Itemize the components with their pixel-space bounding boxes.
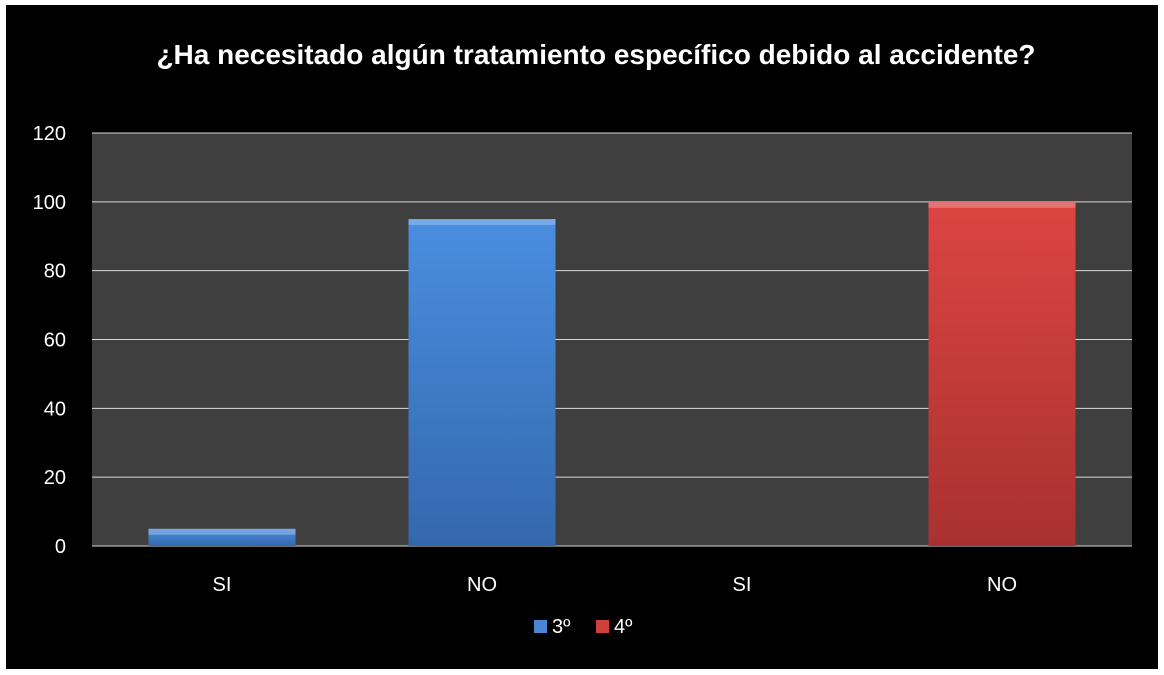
legend-item: 3º bbox=[534, 616, 571, 638]
legend-swatch bbox=[596, 620, 609, 633]
bar-chart: 0 20 40 60 80 100 120 SI NO SI NO 3º 4º bbox=[33, 123, 1132, 638]
y-tick-label: 40 bbox=[44, 398, 66, 420]
bars bbox=[148, 201, 1076, 547]
y-tick-label: 0 bbox=[55, 536, 66, 558]
y-axis-ticks: 0 20 40 60 80 100 120 bbox=[33, 123, 66, 558]
y-tick-label: 100 bbox=[33, 192, 66, 214]
bar-body bbox=[408, 219, 556, 546]
y-tick-label: 120 bbox=[33, 123, 66, 145]
x-tick-label: SI bbox=[213, 574, 232, 596]
chart-frame: ¿Ha necesitado algún tratamiento específ… bbox=[6, 5, 1158, 669]
bar-body bbox=[928, 201, 1076, 547]
bar-highlight bbox=[408, 219, 556, 226]
legend-label: 4º bbox=[614, 616, 633, 638]
bar-highlight bbox=[148, 528, 296, 535]
y-tick-label: 60 bbox=[44, 330, 66, 352]
x-axis-categories: SI NO SI NO bbox=[213, 574, 1017, 596]
bar bbox=[928, 201, 1076, 547]
chart-title: ¿Ha necesitado algún tratamiento específ… bbox=[156, 39, 1036, 70]
bar bbox=[148, 528, 296, 546]
x-tick-label: NO bbox=[467, 574, 497, 596]
legend-label: 3º bbox=[552, 616, 571, 638]
x-tick-label: SI bbox=[733, 574, 752, 596]
y-tick-label: 20 bbox=[44, 467, 66, 489]
legend-swatch bbox=[534, 620, 547, 633]
bar bbox=[408, 219, 556, 546]
legend-item: 4º bbox=[596, 616, 633, 638]
bar-body bbox=[148, 528, 296, 546]
bar-highlight bbox=[928, 201, 1076, 208]
x-tick-label: NO bbox=[987, 574, 1017, 596]
y-tick-label: 80 bbox=[44, 261, 66, 283]
legend: 3º 4º bbox=[534, 616, 633, 638]
